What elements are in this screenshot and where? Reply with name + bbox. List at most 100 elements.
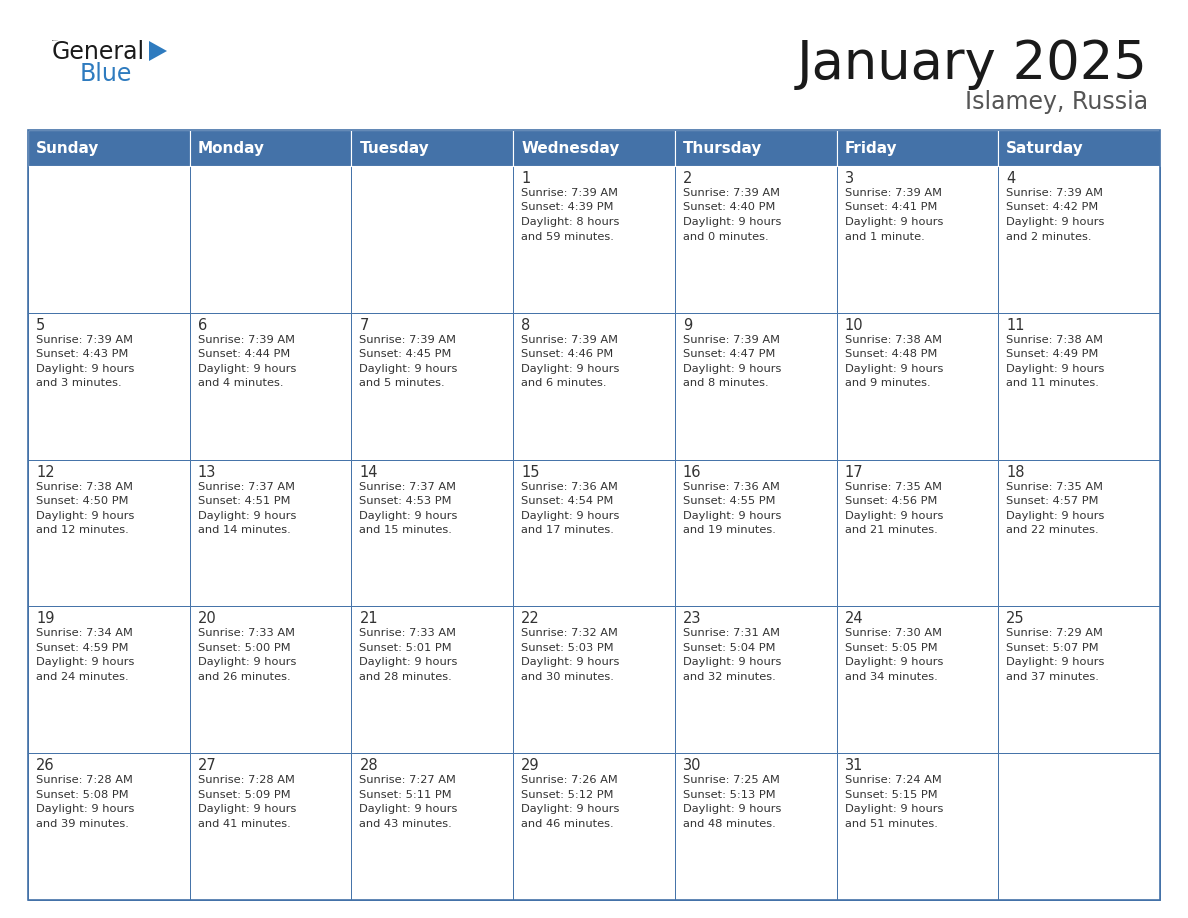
Text: and 32 minutes.: and 32 minutes. [683,672,776,682]
Text: 18: 18 [1006,465,1025,479]
Text: Wednesday: Wednesday [522,140,619,155]
Text: Daylight: 9 hours: Daylight: 9 hours [683,657,782,667]
Text: Sunrise: 7:25 AM: Sunrise: 7:25 AM [683,775,779,785]
Bar [675,313,836,460]
Bar [675,607,836,753]
Bar [352,313,513,460]
Text: Sunrise: 7:33 AM: Sunrise: 7:33 AM [360,629,456,638]
Text: 9: 9 [683,318,693,333]
Text: and 8 minutes.: and 8 minutes. [683,378,769,388]
Text: Daylight: 9 hours: Daylight: 9 hours [522,364,619,374]
Text: Sunrise: 7:39 AM: Sunrise: 7:39 AM [683,335,779,345]
Text: 29: 29 [522,758,539,773]
Text: Thursday: Thursday [683,140,763,155]
Bar [998,166,1159,313]
Bar [513,313,675,460]
Text: Sunset: 5:01 PM: Sunset: 5:01 PM [360,643,453,653]
Text: Daylight: 9 hours: Daylight: 9 hours [197,364,296,374]
Bar [998,753,1159,900]
Text: 7: 7 [360,318,368,333]
Text: Sunrise: 7:35 AM: Sunrise: 7:35 AM [1006,482,1104,492]
Text: Daylight: 9 hours: Daylight: 9 hours [845,364,943,374]
Bar [513,460,675,607]
Bar [190,130,352,166]
Text: Sunset: 4:51 PM: Sunset: 4:51 PM [197,496,290,506]
Bar [352,607,513,753]
Text: Sunrise: 7:27 AM: Sunrise: 7:27 AM [360,775,456,785]
Text: Daylight: 9 hours: Daylight: 9 hours [360,804,457,814]
Text: Sunset: 4:49 PM: Sunset: 4:49 PM [1006,350,1099,359]
Text: Daylight: 9 hours: Daylight: 9 hours [522,510,619,521]
Text: Sunset: 4:44 PM: Sunset: 4:44 PM [197,350,290,359]
Text: Sunset: 5:07 PM: Sunset: 5:07 PM [1006,643,1099,653]
Bar [352,166,513,313]
Text: Sunrise: 7:39 AM: Sunrise: 7:39 AM [360,335,456,345]
Bar [190,753,352,900]
Text: Daylight: 9 hours: Daylight: 9 hours [845,510,943,521]
Text: and 17 minutes.: and 17 minutes. [522,525,614,535]
Text: Sunset: 4:50 PM: Sunset: 4:50 PM [36,496,128,506]
Text: Sunset: 4:39 PM: Sunset: 4:39 PM [522,203,614,212]
Text: 31: 31 [845,758,862,773]
Text: and 26 minutes.: and 26 minutes. [197,672,290,682]
Text: Sunset: 4:56 PM: Sunset: 4:56 PM [845,496,937,506]
Text: and 14 minutes.: and 14 minutes. [197,525,290,535]
Text: Sunset: 5:04 PM: Sunset: 5:04 PM [683,643,776,653]
Text: and 30 minutes.: and 30 minutes. [522,672,614,682]
Text: 6: 6 [197,318,207,333]
Text: 15: 15 [522,465,539,479]
Text: Sunset: 5:05 PM: Sunset: 5:05 PM [845,643,937,653]
Bar [29,313,190,460]
Bar [29,753,190,900]
Text: Sunset: 4:45 PM: Sunset: 4:45 PM [360,350,451,359]
Text: and 15 minutes.: and 15 minutes. [360,525,453,535]
Text: and 11 minutes.: and 11 minutes. [1006,378,1099,388]
Text: and 24 minutes.: and 24 minutes. [36,672,128,682]
Bar [352,130,513,166]
Text: Sunrise: 7:38 AM: Sunrise: 7:38 AM [845,335,942,345]
Text: Tuesday: Tuesday [360,140,429,155]
Text: Sunrise: 7:24 AM: Sunrise: 7:24 AM [845,775,941,785]
Text: and 46 minutes.: and 46 minutes. [522,819,614,829]
Text: 16: 16 [683,465,701,479]
Bar [352,460,513,607]
Text: Saturday: Saturday [1006,140,1083,155]
Bar [836,460,998,607]
Text: Daylight: 8 hours: Daylight: 8 hours [522,217,619,227]
Text: 2: 2 [683,171,693,186]
Text: #1a1a1a: #1a1a1a [52,40,58,41]
Text: Daylight: 9 hours: Daylight: 9 hours [360,657,457,667]
Text: 14: 14 [360,465,378,479]
Bar [836,753,998,900]
Polygon shape [148,41,168,61]
Text: Sunrise: 7:35 AM: Sunrise: 7:35 AM [845,482,942,492]
Text: Daylight: 9 hours: Daylight: 9 hours [360,364,457,374]
Text: 24: 24 [845,611,864,626]
Text: Islamey, Russia: Islamey, Russia [965,90,1148,114]
Text: Daylight: 9 hours: Daylight: 9 hours [36,364,134,374]
Bar [836,607,998,753]
Bar [675,130,836,166]
Text: and 34 minutes.: and 34 minutes. [845,672,937,682]
Bar [998,607,1159,753]
Text: and 59 minutes.: and 59 minutes. [522,231,614,241]
Text: and 28 minutes.: and 28 minutes. [360,672,453,682]
Text: Sunset: 5:03 PM: Sunset: 5:03 PM [522,643,614,653]
Text: Daylight: 9 hours: Daylight: 9 hours [360,510,457,521]
Bar [836,130,998,166]
Text: 12: 12 [36,465,55,479]
Text: 17: 17 [845,465,864,479]
Text: 11: 11 [1006,318,1025,333]
Text: and 43 minutes.: and 43 minutes. [360,819,453,829]
Text: and 1 minute.: and 1 minute. [845,231,924,241]
Text: 22: 22 [522,611,539,626]
Text: Sunrise: 7:31 AM: Sunrise: 7:31 AM [683,629,779,638]
Text: Sunset: 5:09 PM: Sunset: 5:09 PM [197,789,290,800]
Text: Sunrise: 7:28 AM: Sunrise: 7:28 AM [197,775,295,785]
Text: Daylight: 9 hours: Daylight: 9 hours [197,510,296,521]
Bar [836,166,998,313]
Bar [998,130,1159,166]
Text: Sunrise: 7:37 AM: Sunrise: 7:37 AM [360,482,456,492]
Text: and 5 minutes.: and 5 minutes. [360,378,446,388]
Text: and 51 minutes.: and 51 minutes. [845,819,937,829]
